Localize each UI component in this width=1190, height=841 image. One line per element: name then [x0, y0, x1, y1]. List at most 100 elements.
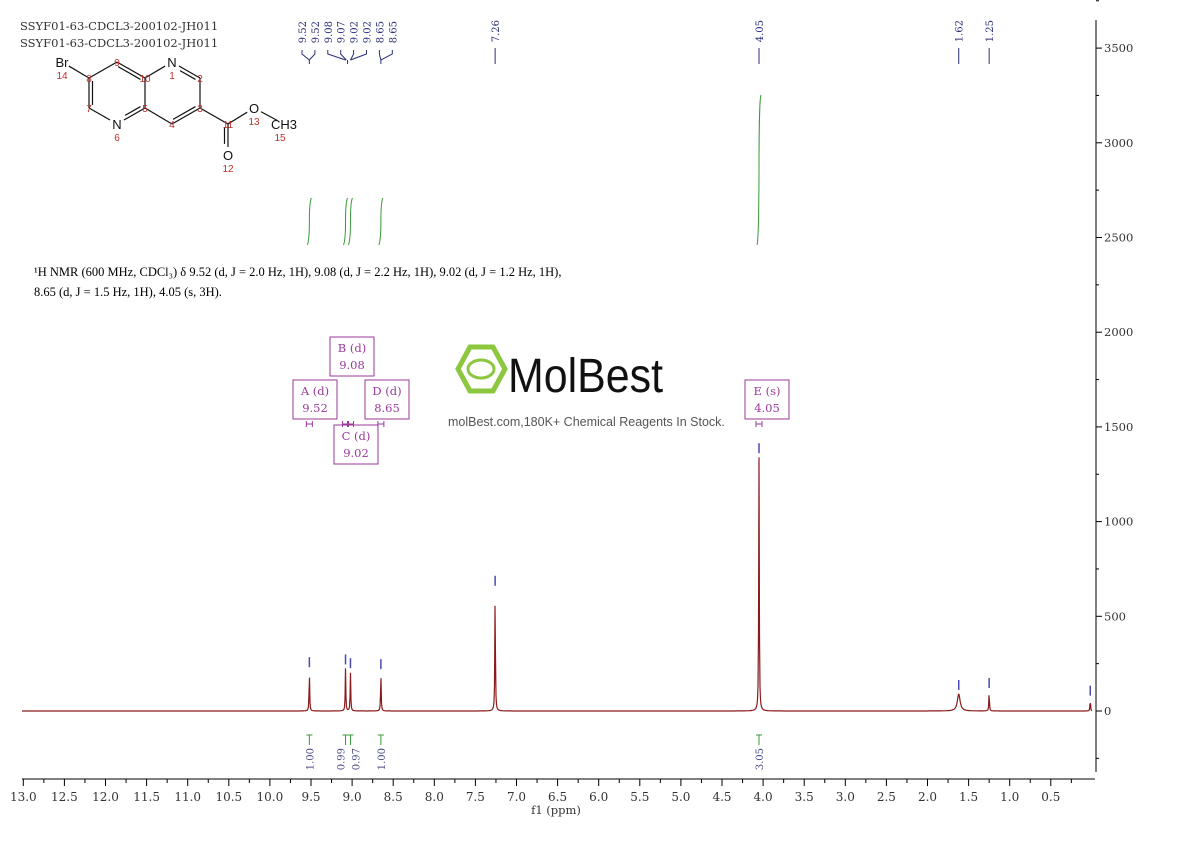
- multiplet-id: A (d): [300, 384, 329, 398]
- atom-number: 4: [169, 120, 175, 131]
- atom-label: CH3: [271, 117, 297, 132]
- nmr-description-line-2: 8.65 (d, J = 1.5 Hz, 1H), 4.05 (s, 3H).: [34, 285, 222, 299]
- multiplet-box-frame: [329, 336, 375, 377]
- bond: [178, 65, 201, 79]
- x-tick-label: 11.0: [174, 790, 201, 804]
- multiplet-shift: 4.05: [754, 401, 780, 415]
- nmr-description-line-1: ¹H NMR (600 MHz, CDCl₃) δ 9.52 (d, J = 2…: [34, 265, 562, 279]
- atom-label: O: [249, 101, 259, 116]
- bond: [199, 107, 229, 125]
- peak-label: 9.52: [298, 21, 309, 43]
- x-tick-label: 11.5: [133, 790, 160, 804]
- integral-value: 0.97: [351, 748, 362, 770]
- atom-number: 2: [197, 74, 203, 85]
- peak-label-connector: [308, 50, 316, 61]
- atom-number: 10: [139, 74, 151, 85]
- atom-number: 7: [86, 104, 92, 115]
- x-tick-label: 8.5: [384, 790, 403, 804]
- y-tick-label: 3500: [1104, 41, 1133, 55]
- x-tick-label: 3.0: [836, 790, 855, 804]
- atom-number: 13: [248, 117, 260, 128]
- integral-curve: [343, 197, 348, 246]
- x-tick-label: 6.5: [548, 790, 567, 804]
- x-tick-label: 5.0: [671, 790, 690, 804]
- bond: [171, 107, 201, 125]
- x-tick-label: 7.0: [507, 790, 526, 804]
- y-tick-label: 1500: [1104, 420, 1133, 434]
- y-tick-label: 1000: [1104, 515, 1133, 529]
- peak-label: 9.08: [324, 21, 335, 43]
- x-tick-label: 1.5: [959, 790, 978, 804]
- integral-value: 3.05: [755, 748, 766, 770]
- logo-hexagon-icon: [455, 344, 508, 394]
- axes: 13.0 12.5 12.0 11.5 11.0 10.5 10.0 9.5 9.0 8.5 8.0…: [10, 0, 1133, 817]
- multiplet-box-frame: [333, 424, 379, 465]
- multiplet-shift: 8.65: [374, 401, 400, 415]
- peak-label: 4.05: [755, 20, 766, 42]
- bond: [144, 107, 173, 125]
- sample-title-2: SSYF01-63-CDCL3-200102-JH011: [20, 36, 218, 50]
- peak-label-connector: [380, 50, 393, 61]
- x-tick-label: 6.0: [589, 790, 608, 804]
- atom-number: 11: [223, 120, 234, 131]
- peak-label: 9.02: [350, 21, 361, 43]
- spectrum-line: [22, 457, 1093, 712]
- integral-curve: [306, 197, 312, 246]
- x-axis-label: f1 (ppm): [531, 803, 581, 817]
- bond: [68, 65, 90, 79]
- multiplet-range-marker: [346, 421, 354, 427]
- atom-label: O: [223, 148, 233, 163]
- double-bond: [179, 70, 196, 80]
- y-tick-label: 0: [1104, 704, 1111, 718]
- x-tick-label: 3.5: [795, 790, 814, 804]
- double-bond: [117, 66, 141, 80]
- atom-label: Br: [56, 55, 70, 70]
- x-tick-label: 10.5: [215, 790, 242, 804]
- x-tick-label: 4.0: [754, 790, 773, 804]
- integral-value: 1.00: [305, 748, 316, 770]
- x-tick-label: 2.5: [877, 790, 896, 804]
- y-tick-label: 2000: [1104, 325, 1133, 339]
- x-tick-label: 1.0: [1000, 790, 1019, 804]
- brand-name: MolBest: [508, 350, 663, 403]
- peak-label-connector: [350, 50, 367, 61]
- bond: [116, 61, 146, 79]
- multiplet-shift: 9.52: [302, 401, 328, 415]
- multiplet-box-C: C (d) 9.02: [333, 421, 379, 465]
- peak-label-connector: [327, 50, 346, 61]
- sample-title-1: SSYF01-63-CDCL3-200102-JH011: [20, 19, 218, 33]
- x-tick-label: 9.0: [343, 790, 362, 804]
- integral-value: 1.00: [377, 748, 388, 770]
- atom-number: 8: [86, 74, 92, 85]
- multiplet-shift: 9.08: [339, 358, 365, 372]
- molbest-watermark: MolBest molBest.com,180K+ Chemical Reage…: [448, 344, 725, 429]
- bond: [144, 65, 166, 79]
- peak-label: 8.65: [375, 21, 386, 43]
- x-tick-label: 8.0: [425, 790, 444, 804]
- atom-number: 1: [169, 71, 175, 82]
- x-tick-label: 10.0: [257, 790, 284, 804]
- atom-number: 5: [142, 104, 148, 115]
- x-tick-label: 13.0: [10, 790, 37, 804]
- multiplet-range-marker: [305, 421, 313, 427]
- atom-number: 6: [114, 133, 120, 144]
- multiplet-id: B (d): [338, 341, 366, 355]
- peak-label: 9.07: [337, 21, 348, 43]
- peak-label-connector: [340, 50, 347, 61]
- peak-label: 7.26: [491, 20, 502, 42]
- multiplet-id: E (s): [754, 384, 781, 398]
- multiplet-range-marker: [377, 421, 385, 427]
- bond: [88, 107, 111, 121]
- y-tick-label: 500: [1104, 609, 1126, 623]
- peak-label: 9.52: [311, 21, 322, 43]
- double-bond: [172, 106, 196, 120]
- peak-label-connector: [378, 50, 382, 61]
- spectrum-marks: 9.52 9.52 9.08 9.07 9.02 9.02 8.65 8.65 7.26 4.05…: [22, 20, 1093, 770]
- atom-label: N: [167, 55, 176, 70]
- peak-label: 1.62: [955, 20, 966, 42]
- peak-label: 9.02: [363, 21, 374, 43]
- integral-value: 0.99: [337, 748, 348, 770]
- x-tick-label: 0.5: [1041, 790, 1060, 804]
- peak-label-connector: [350, 50, 355, 61]
